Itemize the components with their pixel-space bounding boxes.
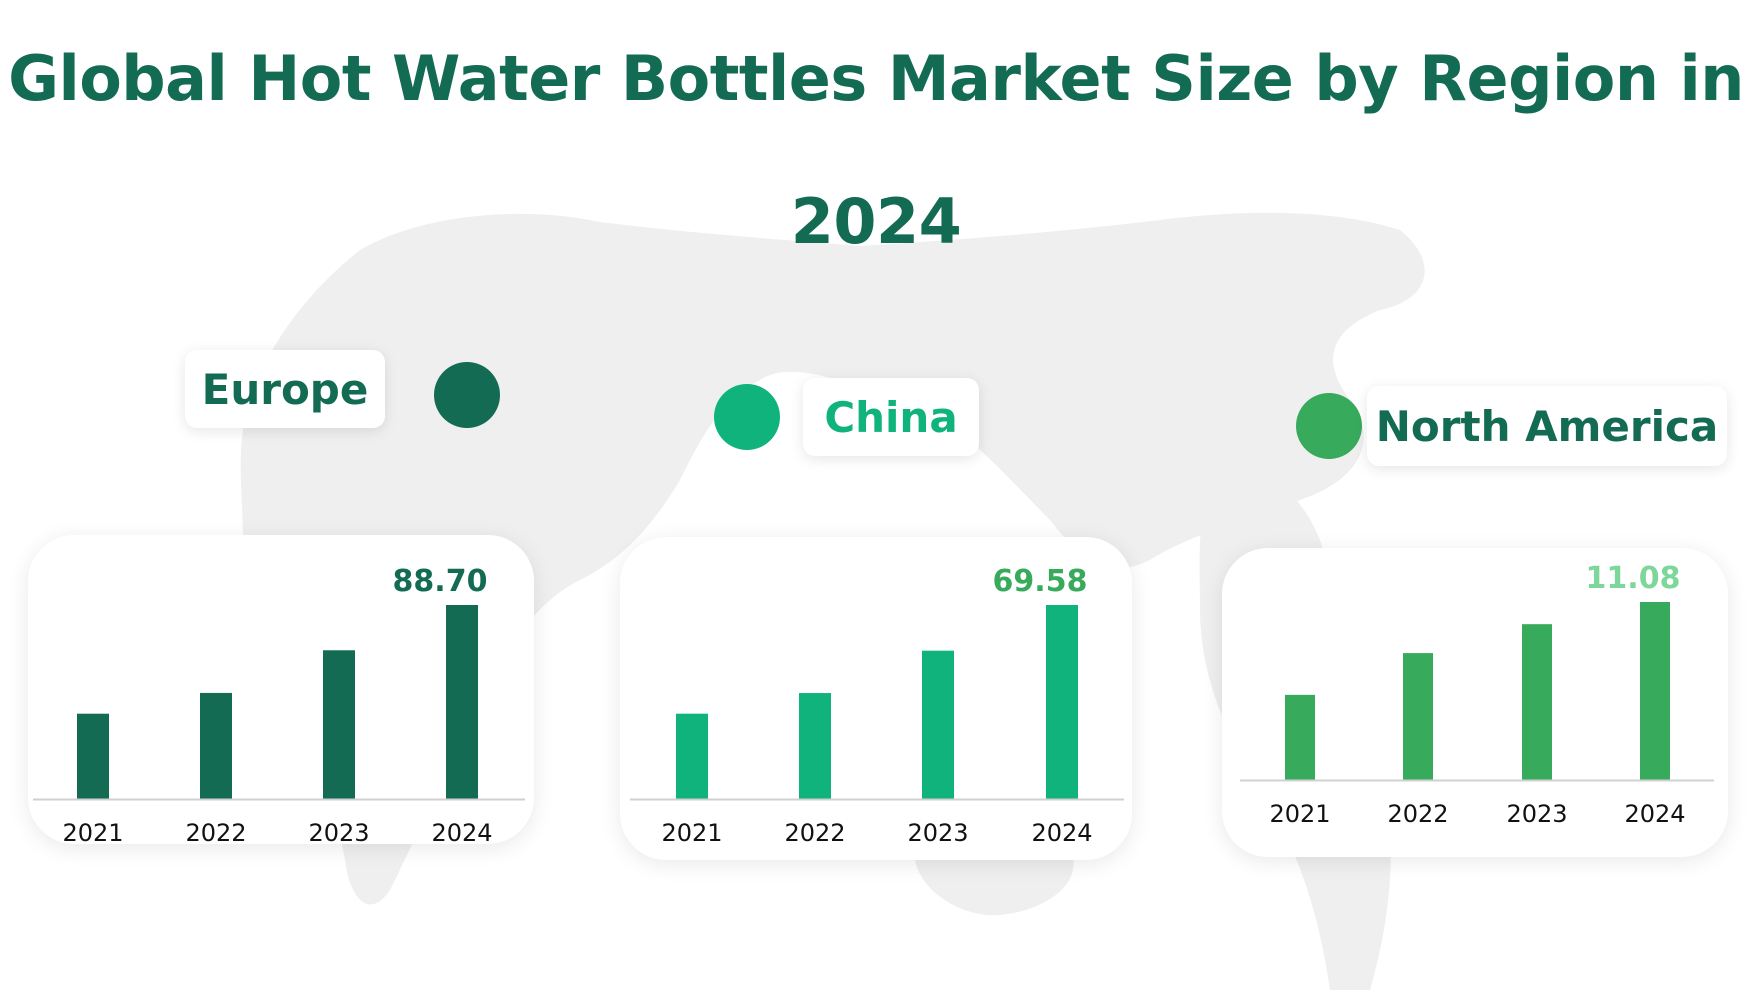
bar-europe-2024 xyxy=(446,605,478,799)
bar-chart-europe: 2021 2022 2023 88.70 2024 xyxy=(33,564,525,847)
chart-card-europe: 2021 2022 2023 88.70 2024 xyxy=(28,535,534,847)
bar-china-2022 xyxy=(799,693,831,799)
chart-card-china: 2021 2022 2023 69.58 2024 xyxy=(620,537,1132,860)
bar-europe-2023 xyxy=(323,650,355,799)
data-label-china-2024: 69.58 xyxy=(993,564,1088,599)
region-dot-europe xyxy=(434,362,500,428)
data-label-north-america-2024: 11.08 xyxy=(1586,561,1681,596)
region-label-text: North America xyxy=(1375,401,1719,451)
x-tick-label-china-2024: 2024 xyxy=(1031,819,1092,847)
region-label-north-america: North America xyxy=(1367,386,1727,466)
x-tick-label-china-2021: 2021 xyxy=(661,819,722,847)
x-tick-label-china-2023: 2023 xyxy=(907,819,968,847)
bar-china-2021 xyxy=(676,713,708,799)
bar-europe-2022 xyxy=(200,692,232,799)
x-tick-label-north-america-2024: 2024 xyxy=(1624,800,1685,828)
x-tick-label-north-america-2021: 2021 xyxy=(1269,800,1330,828)
bar-china-2024 xyxy=(1046,605,1078,799)
chart-title-line-2: 2024 xyxy=(790,185,962,258)
region-label-text: Europe xyxy=(201,364,369,414)
x-tick-label-europe-2022: 2022 xyxy=(185,819,246,847)
bar-europe-2021 xyxy=(77,713,109,799)
bar-north-america-2021 xyxy=(1285,694,1315,780)
region-dot-china xyxy=(714,384,780,450)
bar-north-america-2024 xyxy=(1640,602,1670,780)
bar-chart-north-america: 2021 2022 2023 11.08 2024 xyxy=(1240,561,1714,828)
x-tick-label-europe-2021: 2021 xyxy=(62,819,123,847)
x-tick-label-europe-2023: 2023 xyxy=(308,819,369,847)
bar-china-2023 xyxy=(922,650,954,799)
chart-card-north-america: 2021 2022 2023 11.08 2024 xyxy=(1222,548,1728,857)
x-tick-label-europe-2024: 2024 xyxy=(431,819,492,847)
bar-north-america-2022 xyxy=(1403,653,1433,780)
x-tick-label-china-2022: 2022 xyxy=(784,819,845,847)
region-label-china: China xyxy=(803,378,979,456)
x-tick-label-north-america-2022: 2022 xyxy=(1387,800,1448,828)
x-tick-label-north-america-2023: 2023 xyxy=(1506,800,1567,828)
data-label-europe-2024: 88.70 xyxy=(393,564,488,599)
region-label-text: China xyxy=(824,392,958,442)
chart-title-line-1: Global Hot Water Bottles Market Size by … xyxy=(8,42,1744,115)
bar-north-america-2023 xyxy=(1522,624,1552,780)
region-dot-north-america xyxy=(1296,393,1362,459)
bar-chart-china: 2021 2022 2023 69.58 2024 xyxy=(630,564,1124,847)
region-label-europe: Europe xyxy=(185,350,385,428)
